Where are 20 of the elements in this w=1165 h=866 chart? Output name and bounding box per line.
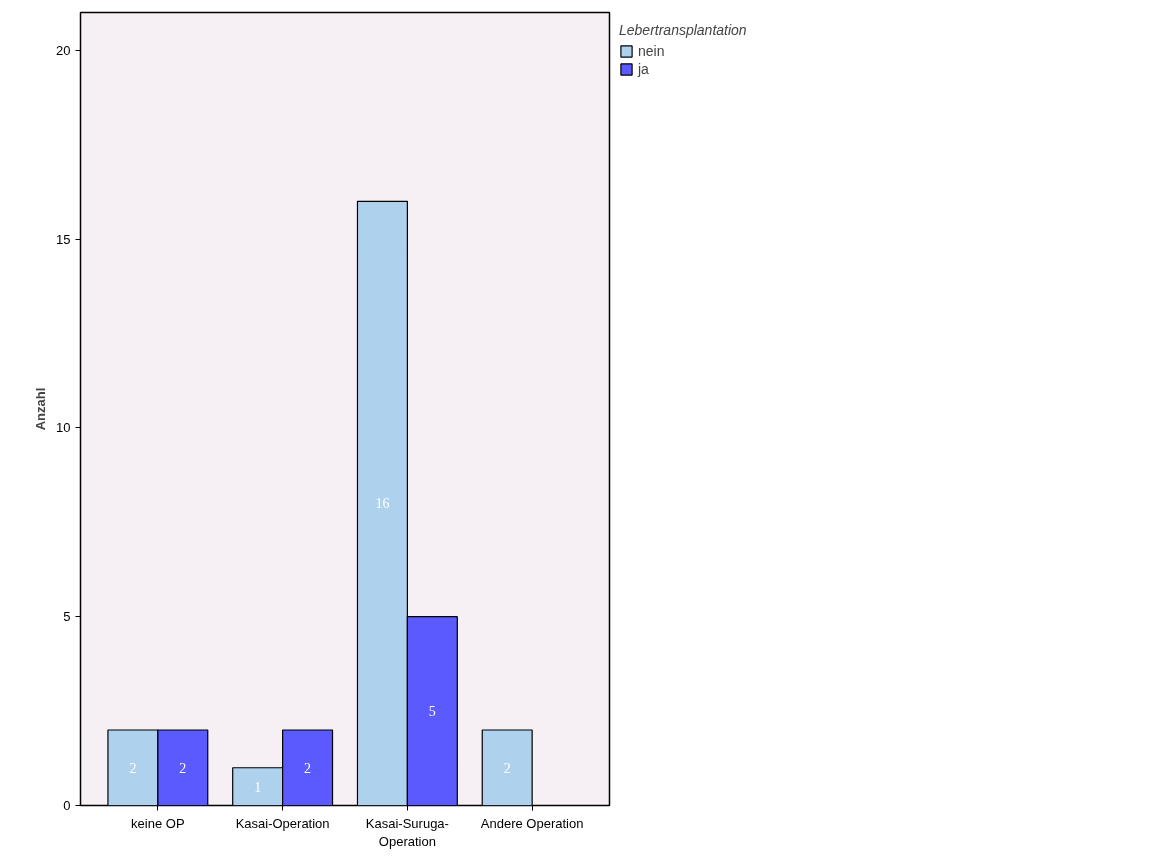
data-label: 1 — [254, 779, 262, 795]
y-tick-label: 15 — [56, 231, 71, 247]
y-tick-label: 20 — [56, 42, 71, 58]
legend-label: nein — [638, 43, 665, 59]
data-label: 16 — [375, 496, 390, 512]
data-label: 2 — [179, 760, 187, 776]
y-tick-label: 10 — [56, 420, 71, 436]
x-tick-label: keine OP — [131, 815, 185, 831]
legend-title: Lebertransplantation — [619, 22, 747, 38]
x-tick-label: Kasai-Operation — [235, 815, 330, 831]
y-axis-title: Anzahl — [33, 387, 49, 431]
data-label: 2 — [304, 760, 312, 776]
y-tick-label: 0 — [63, 798, 71, 813]
data-label: 5 — [428, 704, 436, 720]
x-tick-label: Kasai-Suruga-Operation — [365, 815, 449, 849]
y-tick-label: 5 — [63, 609, 71, 625]
data-label: 2 — [129, 760, 137, 776]
x-tick-label: Andere Operation — [480, 815, 584, 831]
legend-label: ja — [638, 61, 650, 77]
data-label: 2 — [503, 760, 511, 776]
